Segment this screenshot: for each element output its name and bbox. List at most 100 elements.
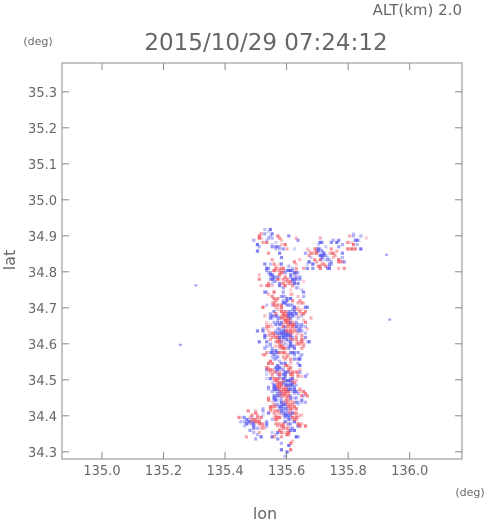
data-cell xyxy=(287,318,291,322)
data-cell xyxy=(300,340,304,344)
data-cell xyxy=(261,305,265,309)
data-cell xyxy=(270,294,274,299)
data-cell xyxy=(276,335,280,340)
data-cell xyxy=(248,415,252,419)
data-cell xyxy=(283,301,287,305)
data-cell xyxy=(276,307,280,311)
data-cell xyxy=(268,351,272,355)
data-cell xyxy=(285,413,289,417)
data-cell xyxy=(266,396,271,400)
data-cell xyxy=(265,325,269,329)
data-cell xyxy=(292,271,296,275)
data-cell xyxy=(285,335,289,340)
data-cell xyxy=(266,230,271,234)
data-cell xyxy=(274,389,278,394)
data-cell xyxy=(329,251,333,255)
data-cell xyxy=(340,260,344,264)
data-cell xyxy=(278,394,282,398)
data-cell xyxy=(279,329,284,333)
data-cell xyxy=(296,372,300,376)
data-cell xyxy=(290,400,295,404)
data-cell xyxy=(268,333,272,337)
data-cell xyxy=(287,409,291,413)
data-cell xyxy=(276,422,280,426)
data-cell xyxy=(283,314,287,318)
data-cell xyxy=(289,273,293,277)
data-cell xyxy=(274,268,278,273)
data-cell xyxy=(314,247,319,251)
data-cell xyxy=(302,279,306,283)
data-cell xyxy=(314,249,319,253)
data-cell xyxy=(285,329,289,333)
data-cell xyxy=(287,415,291,419)
data-cell xyxy=(300,312,304,316)
data-cell xyxy=(263,333,267,337)
data-cell xyxy=(272,415,276,419)
y-tick-label: 35.0 xyxy=(28,194,57,209)
data-cell xyxy=(289,361,293,365)
data-cell xyxy=(289,413,293,417)
data-cell xyxy=(324,258,328,262)
data-cell xyxy=(298,387,302,391)
data-cell xyxy=(294,268,298,273)
data-cell xyxy=(285,385,289,389)
data-cell xyxy=(320,249,324,253)
data-cell xyxy=(274,402,278,407)
data-cell xyxy=(252,426,256,430)
data-cell xyxy=(320,258,324,262)
data-cell xyxy=(268,262,272,266)
data-cell xyxy=(254,417,258,422)
data-cell xyxy=(279,400,284,404)
data-cell xyxy=(290,331,295,335)
data-cell xyxy=(303,309,308,314)
data-cell xyxy=(296,415,300,419)
data-cell xyxy=(307,340,311,344)
data-cell xyxy=(272,301,276,305)
data-cell xyxy=(263,227,267,232)
data-cell xyxy=(278,376,282,381)
data-cell xyxy=(274,355,278,359)
data-cell xyxy=(302,389,306,394)
data-cell xyxy=(276,379,280,383)
data-cell xyxy=(276,355,280,359)
data-cell xyxy=(281,277,285,281)
data-cell xyxy=(287,353,291,357)
data-cell xyxy=(303,331,308,335)
data-cell xyxy=(276,409,280,413)
data-cell xyxy=(290,292,295,296)
data-cell xyxy=(270,348,274,353)
data-cell xyxy=(281,314,285,318)
data-cell xyxy=(281,327,285,331)
data-cell xyxy=(355,243,359,247)
data-cell xyxy=(292,417,296,422)
data-cell xyxy=(276,245,280,249)
data-cell xyxy=(285,409,289,413)
data-cell xyxy=(279,381,284,385)
data-cell xyxy=(281,389,285,394)
data-cell xyxy=(279,307,284,311)
data-cell xyxy=(292,387,296,391)
data-cell xyxy=(274,322,278,327)
data-cell xyxy=(270,374,274,378)
data-cell xyxy=(283,271,287,275)
data-cell xyxy=(292,396,296,400)
data-cell xyxy=(255,249,260,253)
data-cell xyxy=(278,366,282,370)
data-cell xyxy=(276,314,280,318)
data-cell xyxy=(289,417,293,422)
data-cell xyxy=(327,262,332,266)
data-cell xyxy=(289,379,293,383)
data-cell xyxy=(283,363,287,368)
data-cell xyxy=(327,266,332,270)
data-cell xyxy=(279,361,284,365)
data-cell xyxy=(329,247,333,251)
data-cell xyxy=(289,422,293,426)
data-cell xyxy=(278,385,282,389)
data-cell xyxy=(292,392,296,396)
data-cell xyxy=(300,322,304,327)
data-cell xyxy=(292,405,296,409)
data-cell xyxy=(278,398,282,402)
data-cell xyxy=(287,400,291,404)
data-cell xyxy=(255,420,260,424)
data-cell xyxy=(298,342,302,346)
